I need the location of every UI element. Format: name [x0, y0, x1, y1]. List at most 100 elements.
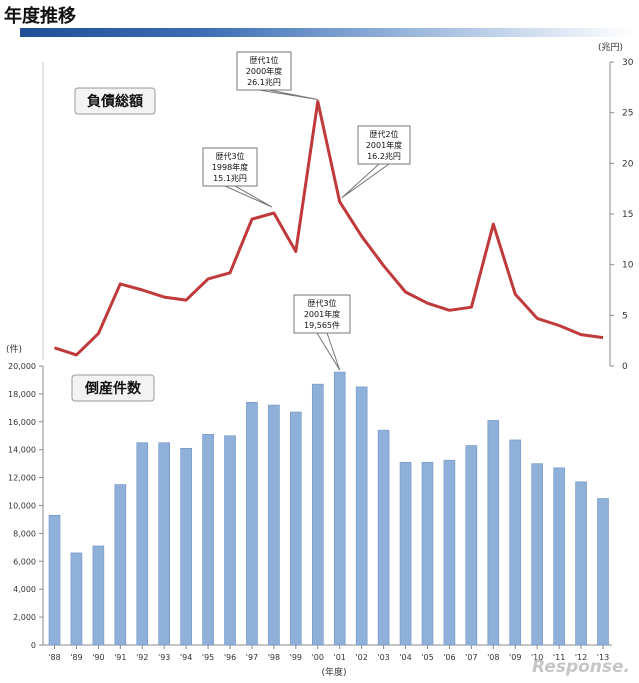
bankruptcy-tick-label: 2,000	[13, 613, 36, 622]
debt-tick-label: 15	[622, 210, 633, 220]
bar-5	[158, 442, 170, 646]
x-tick-label: '03	[377, 653, 389, 662]
bankruptcy-tick-label: 10,000	[8, 502, 36, 511]
bankruptcy-title-box: 倒産件数	[71, 374, 155, 402]
x-tick-label: '00	[312, 653, 324, 662]
bankruptcy-tick-label: 14,000	[8, 446, 36, 455]
callout-rank1-debt-pointer	[258, 89, 318, 101]
callout-rank3-debt-text: 15.1兆円	[213, 173, 247, 183]
x-tick-label: '13	[597, 653, 609, 662]
callout-rank3-count-text: 19,565件	[304, 320, 340, 330]
callout-rank1-debt-text: 26.1兆円	[247, 77, 281, 87]
bar-6	[180, 448, 192, 646]
callout-rank2-debt-text: 16.2兆円	[367, 151, 401, 161]
callout-rank3-debt-box	[202, 147, 258, 187]
bankruptcy-unit-label: (件)	[6, 343, 22, 355]
callout-rank2-debt-text: 歴代2位	[369, 129, 398, 139]
callout-rank2-debt-pointer	[341, 163, 391, 199]
bar-18	[443, 459, 456, 646]
bar-16	[399, 461, 412, 646]
bankruptcy-tick-label: 18,000	[8, 390, 36, 399]
bankruptcy-tick-label: 16,000	[8, 418, 36, 427]
bar-24	[575, 481, 587, 646]
bankruptcy-title: 倒産件数	[84, 380, 142, 397]
bar-7	[202, 434, 214, 646]
callout-rank3-count-pointer	[316, 332, 341, 371]
watermark-logo: Response.	[532, 657, 630, 677]
callout-rank1-debt-text: 歴代1位	[249, 55, 278, 65]
bar-22	[531, 463, 543, 646]
debt-tick-label: 0	[622, 362, 628, 372]
callout-rank3-debt-pointer	[224, 185, 273, 208]
x-tick-label: '91	[114, 653, 126, 662]
x-tick-label: '01	[334, 653, 346, 662]
x-tick-label: '11	[553, 653, 565, 662]
bankruptcy-tick-label: 8,000	[13, 529, 36, 538]
debt-title-box: 負債総額	[74, 87, 156, 115]
x-tick-label: '10	[531, 653, 543, 662]
bar-8	[224, 435, 236, 646]
x-tick-label: '02	[355, 653, 367, 662]
debt-tick-label: 10	[622, 261, 634, 271]
callout-rank3-count-text: 2001年度	[304, 309, 340, 319]
bar-3	[114, 484, 127, 646]
callout-rank3-debt-text: 歴代3位	[215, 151, 244, 161]
debt-tick-label: 30	[622, 58, 634, 68]
bar-25	[597, 498, 609, 646]
x-tick-label: '06	[443, 653, 455, 662]
bar-13	[333, 371, 346, 646]
bar-10	[268, 404, 280, 646]
bar-1	[70, 552, 83, 646]
bar-14	[355, 386, 368, 646]
x-tick-label: '93	[158, 653, 170, 662]
x-tick-label: '07	[465, 653, 477, 662]
x-tick-label: '94	[180, 653, 192, 662]
bankruptcy-tick-label: 20,000	[8, 362, 36, 371]
debt-tick-label: 25	[622, 109, 633, 119]
bankruptcy-bars	[48, 371, 609, 646]
bar-11	[290, 411, 302, 646]
bar-23	[553, 467, 565, 646]
bankruptcy-y-ticks: 0 2,000 4,000 6,000 8,000 10,000 12,000 14,000 1…	[8, 362, 43, 650]
bar-19	[465, 445, 478, 646]
page-title: 年度推移	[4, 6, 76, 27]
x-tick-label: '12	[575, 653, 587, 662]
x-tick-label: '88	[48, 653, 60, 662]
x-tick-label: '97	[246, 653, 258, 662]
title-accent-bar	[20, 28, 634, 37]
bar-9	[246, 401, 258, 646]
debt-unit-label: (兆円)	[598, 42, 623, 53]
debt-tick-label: 20	[622, 159, 634, 169]
x-tick-label: '92	[136, 653, 148, 662]
x-tick-label: '98	[268, 653, 280, 662]
bankruptcy-tick-label: 4,000	[13, 585, 36, 594]
bar-20	[487, 420, 500, 646]
debt-series-line	[54, 100, 604, 357]
x-tick-label: '08	[487, 653, 499, 662]
callout-rank1-debt-text: 2000年度	[246, 66, 282, 76]
bar-15	[377, 429, 390, 646]
bar-21	[509, 439, 522, 646]
callout-rank3-count-text: 歴代3位	[307, 298, 336, 308]
bankruptcy-tick-label: 6,000	[13, 557, 36, 566]
debt-y-ticks: 0 5 10 15 20 25 30	[610, 58, 634, 372]
x-tick-label: '99	[290, 653, 302, 662]
bankruptcy-tick-label: 12,000	[8, 474, 36, 483]
x-tick-label: '09	[509, 653, 521, 662]
bankruptcy-tick-label: 0	[31, 641, 36, 650]
x-axis-title: (年度)	[321, 666, 346, 678]
callout-rank3-debt-text: 1998年度	[212, 162, 248, 172]
callout-rank3-count-box	[293, 294, 351, 334]
x-tick-label: '89	[70, 653, 82, 662]
x-axis-labels: '88 '89 '90 '91 '92 '93 '94 '95 '96 '97 '98 '99 '00 '…	[48, 645, 609, 662]
x-tick-label: '96	[224, 653, 236, 662]
bar-0	[48, 514, 61, 646]
x-tick-label: '05	[421, 653, 433, 662]
